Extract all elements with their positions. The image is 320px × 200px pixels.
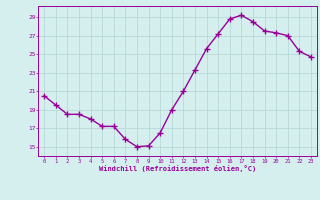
X-axis label: Windchill (Refroidissement éolien,°C): Windchill (Refroidissement éolien,°C) — [99, 165, 256, 172]
